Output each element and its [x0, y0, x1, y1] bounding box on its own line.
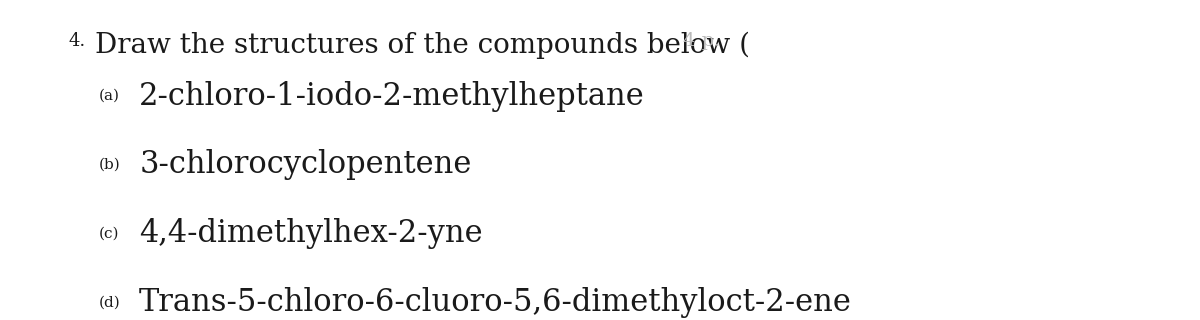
Text: 4.: 4.: [68, 32, 85, 50]
Text: 4 p.: 4 p.: [683, 32, 720, 50]
Text: 2-chloro-1-iodo-2-methylheptane: 2-chloro-1-iodo-2-methylheptane: [139, 81, 644, 111]
Text: Draw the structures of the compounds below (: Draw the structures of the compounds bel…: [95, 32, 750, 59]
Text: (b): (b): [98, 158, 120, 172]
Text: Trans-5-chloro-6-cluoro-5,6-dimethyloct-2-ene: Trans-5-chloro-6-cluoro-5,6-dimethyloct-…: [139, 287, 852, 318]
Text: (a): (a): [98, 89, 120, 103]
Text: 3-chlorocyclopentene: 3-chlorocyclopentene: [139, 149, 472, 180]
Text: (c): (c): [98, 227, 119, 241]
Text: (d): (d): [98, 295, 120, 309]
Text: 4,4-dimethylhex-2-yne: 4,4-dimethylhex-2-yne: [139, 218, 482, 249]
